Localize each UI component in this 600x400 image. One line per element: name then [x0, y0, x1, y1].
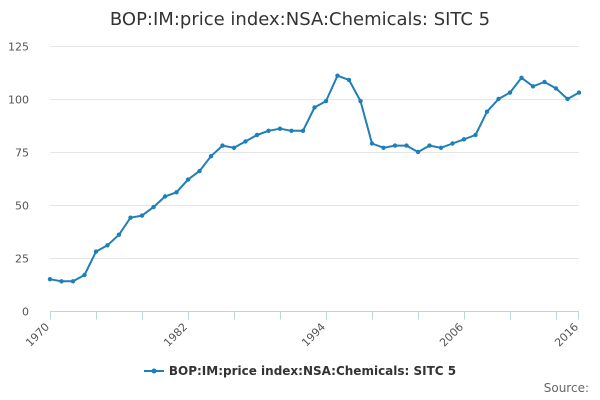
data-point[interactable]: [231, 145, 237, 150]
data-point[interactable]: [576, 90, 582, 95]
data-point[interactable]: [381, 145, 386, 150]
data-point[interactable]: [139, 213, 145, 218]
data-point[interactable]: [128, 215, 133, 220]
data-point[interactable]: [461, 137, 467, 142]
data-point[interactable]: [507, 90, 513, 95]
data-point[interactable]: [553, 86, 559, 91]
data-point[interactable]: [565, 96, 570, 102]
data-point[interactable]: [312, 105, 317, 110]
data-point[interactable]: [300, 128, 306, 133]
legend-item[interactable]: BOP:IM:price index:NSA:Chemicals: SITC 5: [143, 364, 457, 378]
data-point[interactable]: [369, 141, 375, 146]
x-tick-label: 1982: [161, 320, 190, 349]
data-point[interactable]: [542, 79, 547, 85]
data-point[interactable]: [450, 141, 455, 146]
legend-label: BOP:IM:price index:NSA:Chemicals: SITC 5: [168, 364, 457, 378]
data-point[interactable]: [197, 168, 202, 174]
y-tick-label: 75: [15, 147, 29, 160]
data-point[interactable]: [277, 126, 283, 131]
x-tick-label: 2006: [437, 320, 466, 349]
data-point[interactable]: [185, 177, 191, 182]
data-point[interactable]: [47, 277, 53, 282]
x-tick-label: 1994: [299, 320, 328, 349]
credits-source[interactable]: Source:: [543, 381, 589, 395]
data-point[interactable]: [70, 279, 76, 284]
data-point[interactable]: [438, 145, 444, 150]
data-point[interactable]: [427, 143, 432, 148]
data-point[interactable]: [323, 98, 329, 104]
data-point[interactable]: [473, 132, 478, 138]
data-point[interactable]: [151, 204, 156, 210]
axis-layer: 0 25 50 75 100 125 1970 1982 1994 2006 2016: [8, 41, 581, 350]
data-point[interactable]: [116, 232, 122, 237]
data-point[interactable]: [392, 143, 398, 148]
data-point[interactable]: [82, 272, 87, 278]
data-point[interactable]: [266, 128, 271, 133]
data-point[interactable]: [346, 77, 352, 83]
data-point[interactable]: [484, 109, 490, 114]
x-tick-label: 2016: [552, 320, 581, 349]
data-point[interactable]: [174, 190, 179, 195]
y-tick-label: 0: [22, 306, 29, 319]
data-point[interactable]: [496, 96, 501, 102]
data-point[interactable]: [254, 132, 260, 138]
data-point[interactable]: [404, 143, 409, 148]
legend-line-marker-icon: [143, 368, 164, 374]
y-tick-label: 25: [15, 253, 29, 266]
data-point[interactable]: [519, 75, 524, 81]
data-point[interactable]: [335, 73, 340, 78]
data-point[interactable]: [415, 149, 421, 155]
y-tick-label: 100: [8, 94, 29, 107]
data-point[interactable]: [530, 84, 536, 89]
data-point[interactable]: [220, 143, 225, 148]
y-tick-label: 125: [8, 41, 29, 54]
y-tick-label: 50: [15, 200, 29, 213]
data-point[interactable]: [105, 243, 110, 248]
legend: BOP:IM:price index:NSA:Chemicals: SITC 5: [0, 364, 600, 378]
data-point[interactable]: [162, 194, 168, 199]
x-tick-label: 1970: [23, 320, 52, 349]
data-point[interactable]: [208, 154, 214, 159]
data-point[interactable]: [243, 139, 248, 144]
chart-title: BOP:IM:price index:NSA:Chemicals: SITC 5: [109, 9, 491, 30]
data-point[interactable]: [59, 279, 64, 284]
series-layer[interactable]: [47, 73, 582, 284]
data-point[interactable]: [93, 249, 99, 254]
data-point[interactable]: [358, 98, 363, 104]
grid-layer: [50, 46, 579, 312]
data-point[interactable]: [289, 128, 294, 133]
